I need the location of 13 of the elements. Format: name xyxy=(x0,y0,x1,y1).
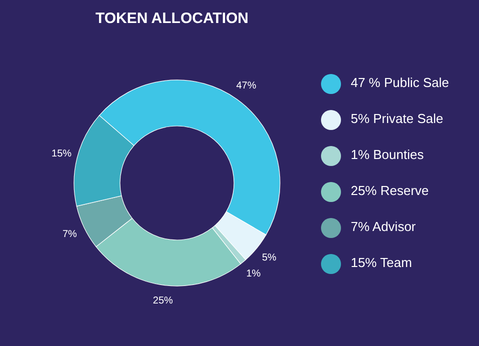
data-label: 47% xyxy=(236,80,256,92)
legend-label: 7% Advisor xyxy=(350,219,416,234)
data-label: 15% xyxy=(52,148,72,160)
chart-title: TOKEN ALLOCATION xyxy=(94,10,250,27)
data-label: 25% xyxy=(152,296,174,307)
legend-label: 5% Private Sale xyxy=(350,111,444,126)
data-label: 5% xyxy=(262,252,277,264)
legend-label: 15% Team xyxy=(350,255,412,270)
legend-label: 1% Bounties xyxy=(350,147,424,162)
data-label: 1% xyxy=(246,268,261,280)
data-label: 7% xyxy=(62,228,78,240)
legend-label: 47 % Public Sale xyxy=(350,75,449,90)
legend-label: 25% Reserve xyxy=(350,183,429,198)
